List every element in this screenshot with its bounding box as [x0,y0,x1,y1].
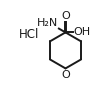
Text: H₂N: H₂N [37,18,58,28]
Text: O: O [61,11,70,21]
Text: OH: OH [73,27,90,37]
Text: O: O [61,70,69,80]
Text: HCl: HCl [18,28,39,41]
